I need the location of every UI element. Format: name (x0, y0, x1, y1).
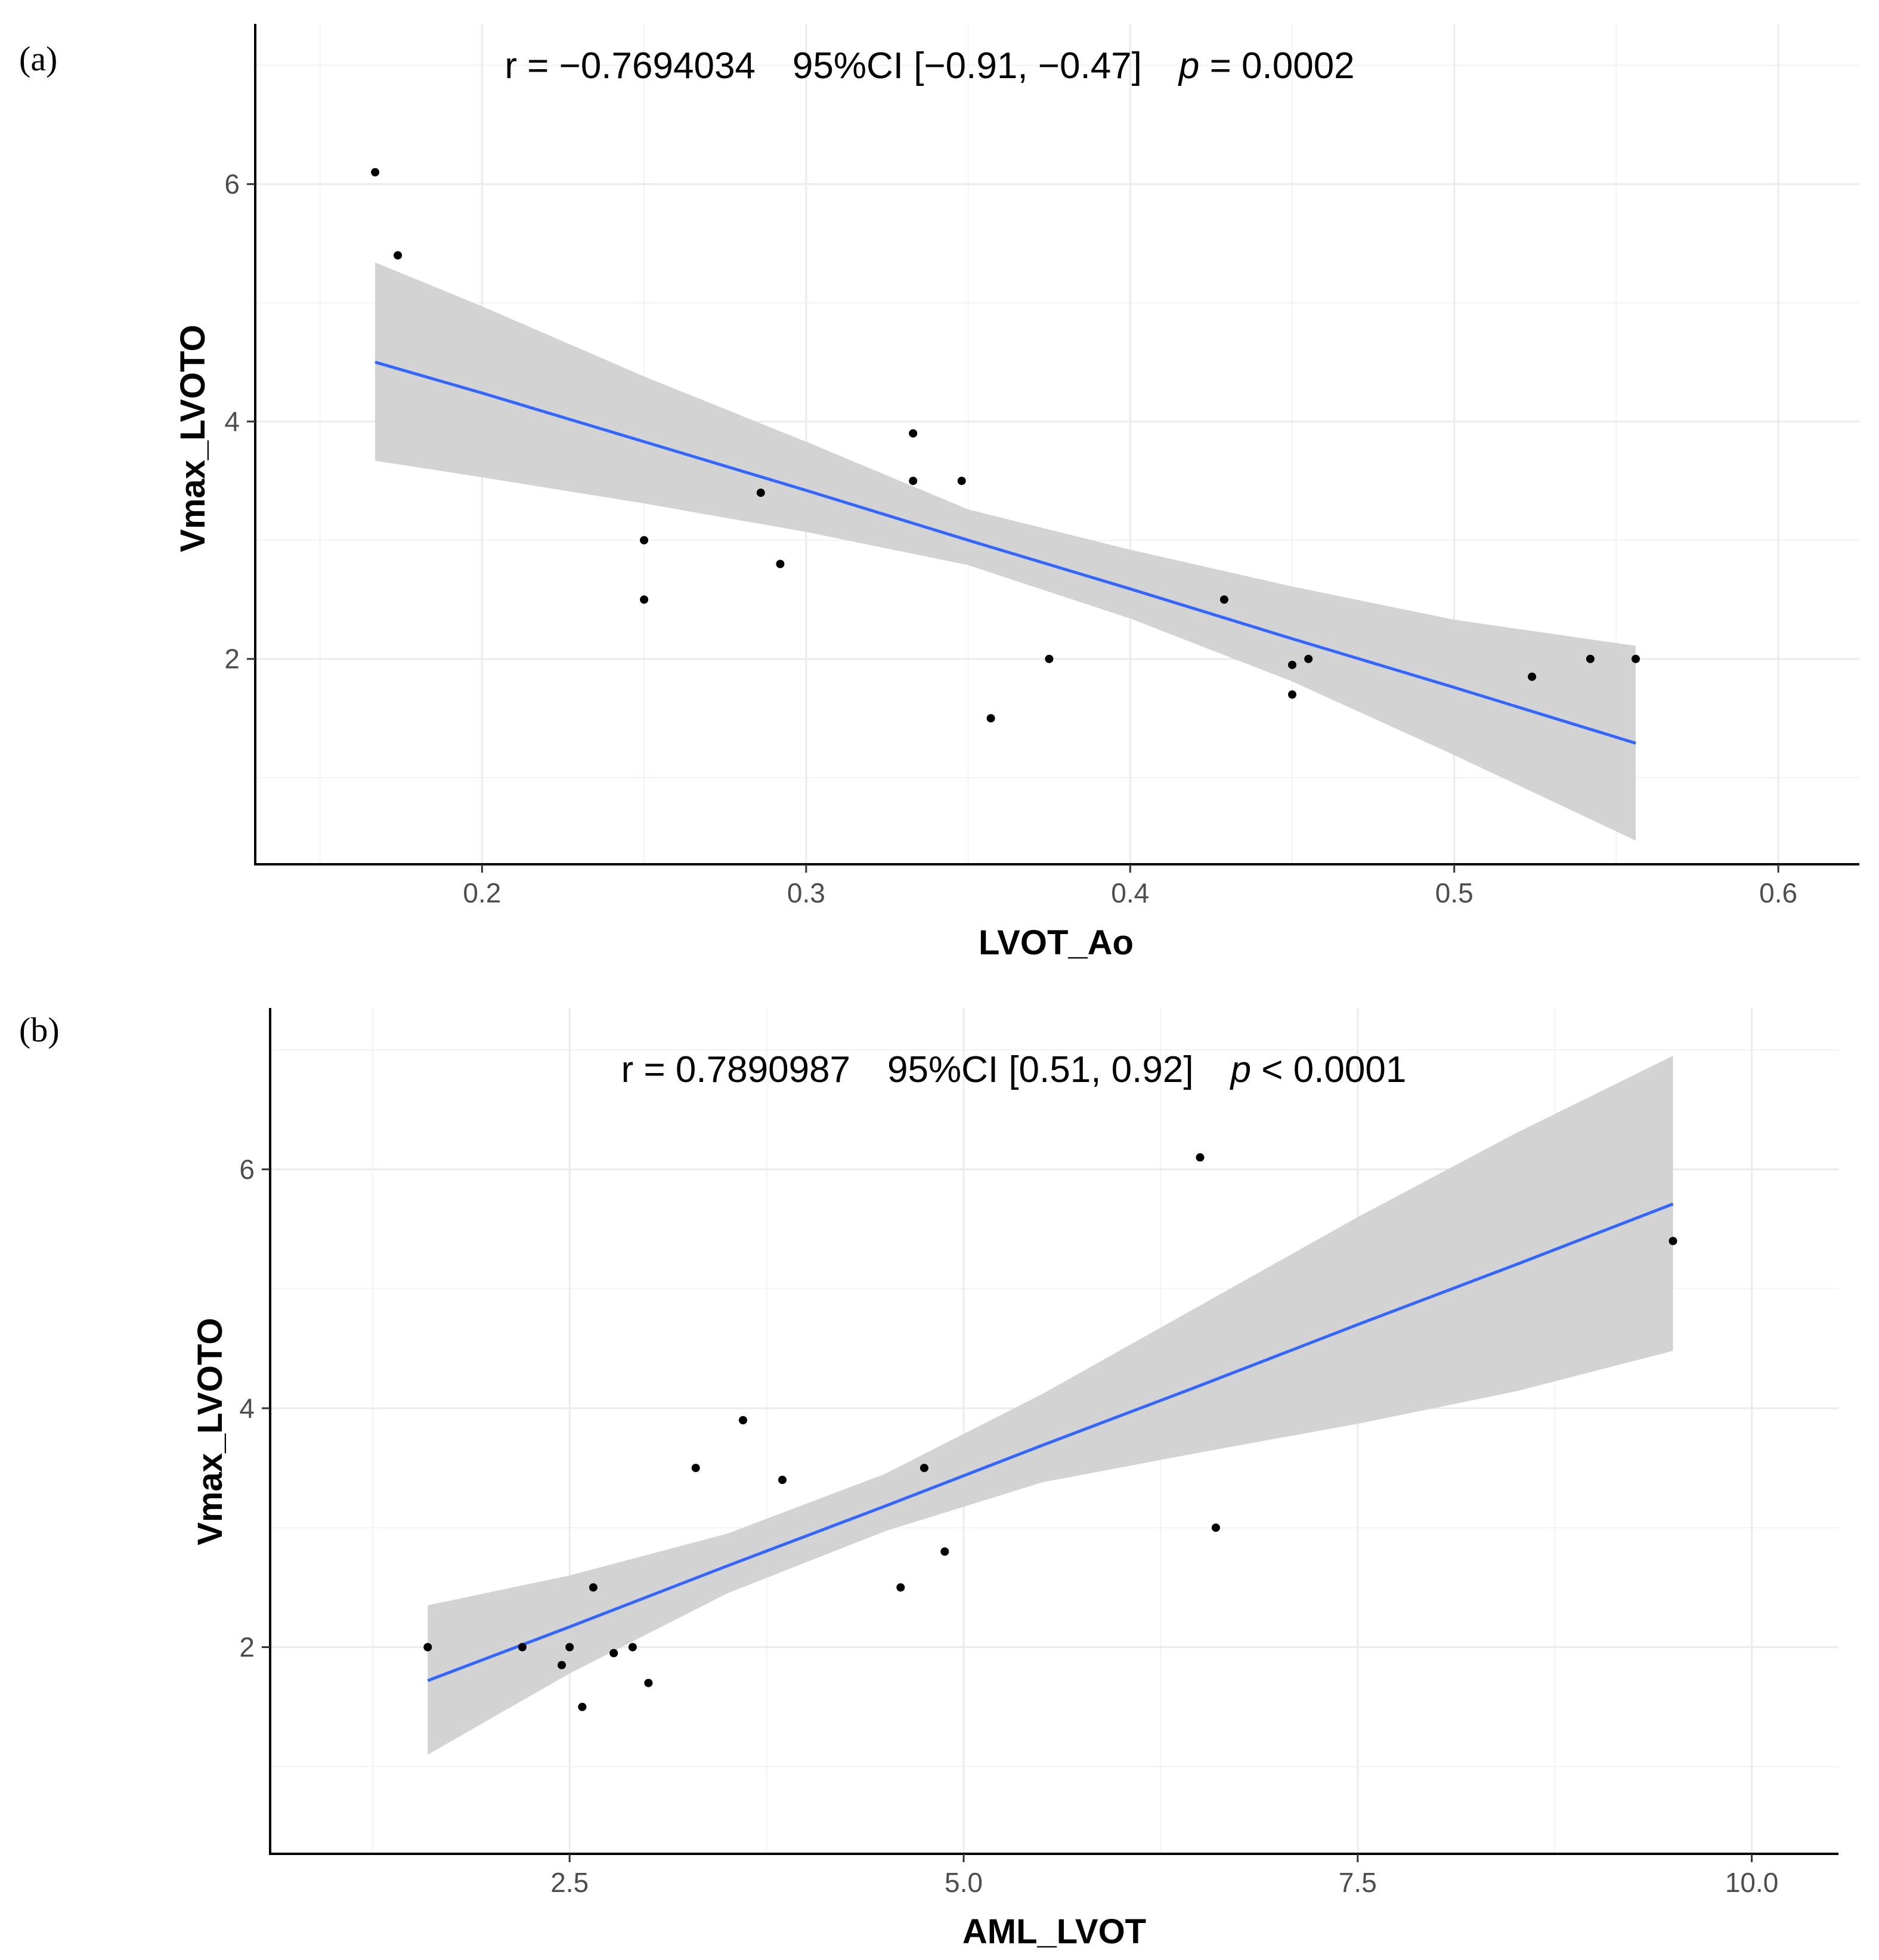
panel-b-y-axis-title: Vmax_LVOTO (191, 1318, 230, 1545)
panel-b-confidence-band-group (428, 1056, 1673, 1755)
panel-b-data-point (558, 1661, 566, 1670)
panel-b-data-point (691, 1464, 700, 1473)
panel-a-y-tick-label: 4 (224, 406, 240, 437)
panel-a-label: (a) (19, 39, 57, 78)
panel-b-data-point (1668, 1236, 1677, 1245)
panel-b-data-point (628, 1643, 637, 1652)
panel-b-x-tick-label: 2.5 (550, 1867, 589, 1898)
panel-a-r-text: r = −0.7694034 (504, 45, 756, 86)
panel-a-data-point (986, 714, 995, 723)
panel-b-data-point (609, 1649, 618, 1658)
panel-a-x-tick-label: 0.2 (463, 877, 501, 908)
panel-b-label: (b) (19, 1010, 60, 1049)
panel-a-x-tick-label: 0.3 (787, 877, 825, 908)
panel-a-fit-line (374, 360, 1636, 745)
panel-a-fit-line-group (374, 360, 1636, 745)
panel-b-data-point (644, 1678, 653, 1687)
panel-b-p-text: < 0.0001 (1251, 1049, 1406, 1090)
panel-b-y-tick-label: 4 (239, 1393, 255, 1424)
panel-a-data-point (1528, 672, 1537, 681)
panel-b-ticks: 2.5 5.0 7.5 10.0 2 4 6 (239, 1154, 1778, 1898)
panel-a-data-point (756, 489, 765, 497)
panel-b-x-tick-label: 5.0 (945, 1867, 983, 1898)
panel-a-data-point (909, 477, 918, 486)
panel-a-axes (254, 24, 1859, 865)
panel-a-stats-annotation: r = −0.7694034 95%CI [−0.91, −0.47] p = 0.… (504, 45, 1354, 86)
panel-a-data-point (640, 595, 649, 604)
panel-b-data-point (518, 1643, 527, 1652)
panel-a-ticks: 0.2 0.3 0.4 0.5 0.6 2 4 6 (224, 169, 1797, 908)
panel-a-points (371, 168, 1640, 723)
panel-a-data-point (1045, 654, 1054, 663)
panel-b-data-point (920, 1464, 928, 1473)
panel-b-fit-line-group (427, 1202, 1674, 1682)
panel-a-data-point (776, 559, 785, 568)
panel-b-data-point (1211, 1523, 1220, 1532)
panel-a: (a) 0.2 0.3 0.4 0.5 0.6 2 4 6 r = −0.7694034 95%… (19, 24, 1859, 962)
panel-b-data-point (778, 1476, 787, 1485)
panel-b-data-point (896, 1583, 905, 1592)
panel-b-ci-text: 95%CI [0.51, 0.92] (887, 1049, 1194, 1090)
panel-a-data-point (1586, 654, 1595, 663)
panel-a-data-point (1304, 654, 1313, 663)
panel-a-x-tick-label: 0.4 (1111, 877, 1149, 908)
panel-b-data-point (739, 1416, 747, 1424)
panel-b-stats-annotation: r = 0.7890987 95%CI [0.51, 0.92] p < 0.000… (621, 1049, 1407, 1090)
panel-b-y-tick-label: 2 (239, 1632, 255, 1663)
panel-a-p-symbol: p (1178, 45, 1199, 86)
panel-a-p-text: = 0.0002 (1199, 45, 1354, 86)
panel-a-data-point (371, 168, 380, 177)
panel-b-data-point (578, 1702, 587, 1711)
panel-a-data-point (394, 251, 403, 260)
panel-b-x-axis-title: AML_LVOT (962, 1912, 1146, 1951)
panel-b-data-point (423, 1643, 432, 1652)
panel-a-data-point (1632, 654, 1640, 663)
panel-a-data-point (909, 429, 918, 438)
panel-b-x-tick-label: 7.5 (1339, 1867, 1377, 1898)
panel-a-x-tick-label: 0.6 (1759, 877, 1797, 908)
panel-b-axes (269, 1008, 1838, 1855)
panel-a-x-axis-title: LVOT_Ao (979, 923, 1134, 962)
panel-a-data-point (1219, 595, 1228, 604)
panel-b-data-point (589, 1583, 598, 1592)
panel-b-data-point (1196, 1153, 1205, 1162)
panel-b-p-symbol: p (1230, 1049, 1251, 1090)
panel-b-confidence-band (428, 1056, 1673, 1755)
panel-a-data-point (1288, 660, 1296, 669)
panel-b-data-point (565, 1643, 574, 1652)
panel-b-data-point (940, 1547, 949, 1556)
panel-a-data-point (640, 536, 649, 545)
panel-b: (b) 2.5 5.0 7.5 10.0 2 4 6 r = 0.7890987 95%CI … (19, 1008, 1838, 1951)
panel-b-fit-line (427, 1202, 1674, 1682)
panel-a-y-tick-label: 6 (224, 169, 240, 200)
panel-a-data-point (1288, 690, 1296, 699)
panel-a-y-tick-label: 2 (224, 644, 240, 675)
panel-a-ci-text: 95%CI [−0.91, −0.47] (793, 45, 1142, 86)
panel-b-y-tick-label: 6 (239, 1154, 255, 1185)
panel-b-r-text: r = 0.7890987 (621, 1049, 850, 1090)
panel-a-y-axis-title: Vmax_LVOTO (174, 324, 212, 552)
panel-b-points (423, 1153, 1677, 1711)
panel-b-x-tick-label: 10.0 (1725, 1867, 1779, 1898)
panel-a-x-tick-label: 0.5 (1435, 877, 1474, 908)
panel-a-data-point (957, 477, 966, 486)
